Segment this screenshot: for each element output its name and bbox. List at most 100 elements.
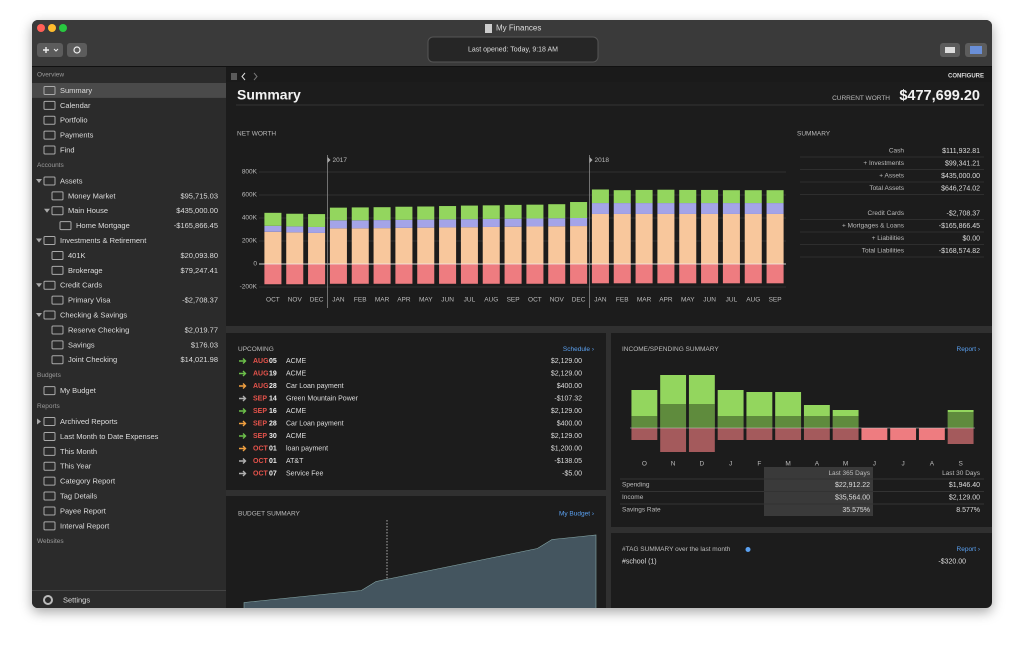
sidebar-item[interactable]: Payments	[60, 131, 94, 140]
back-button[interactable]	[241, 72, 246, 81]
status-text: Last opened: Today, 9:18 AM	[468, 46, 558, 53]
bar-segment	[657, 189, 675, 204]
sidebar-item[interactable]: Interval Report	[60, 521, 110, 530]
settings-icon[interactable]	[43, 595, 53, 605]
sidebar-item[interactable]: Investments & Retirement	[60, 236, 147, 245]
x-tick-label: F	[757, 461, 761, 468]
import-icon	[945, 47, 955, 53]
sidebar-item[interactable]: Find	[60, 146, 75, 155]
sidebar-item[interactable]: Portfolio	[60, 116, 88, 125]
report-link[interactable]: Report ›	[957, 546, 980, 553]
transaction-icon	[239, 445, 247, 452]
sidebar-item[interactable]: Main House	[68, 206, 108, 215]
sidebar-item[interactable]: Joint Checking	[68, 355, 117, 364]
sidebar-item[interactable]: Savings	[68, 340, 95, 349]
due-month: AUG	[253, 358, 269, 365]
bar-segment	[657, 203, 675, 214]
zoom-button[interactable]	[59, 24, 67, 32]
report-link[interactable]: Report ›	[957, 346, 980, 353]
row-value: $1,946.40	[949, 482, 980, 489]
minimize-button[interactable]	[48, 24, 56, 32]
sidebar-item[interactable]: This Year	[60, 462, 92, 471]
window-title: My Finances	[496, 24, 541, 33]
sidebar-item[interactable]: 401K	[68, 251, 86, 260]
item-icon	[43, 130, 56, 140]
button[interactable]	[67, 43, 87, 57]
sidebar-item[interactable]: Summary	[60, 86, 92, 95]
sidebar-item[interactable]: Reserve Checking	[68, 325, 129, 334]
bar-segment	[613, 203, 631, 214]
sidebar-toggle[interactable]	[231, 73, 237, 80]
payee: Service Fee	[286, 470, 323, 477]
payee: AT&T	[286, 458, 304, 465]
configure-button[interactable]: CONFIGURE	[948, 74, 984, 80]
sidebar-item[interactable]: Last Month to Date Expenses	[60, 432, 159, 441]
sidebar-item[interactable]: Money Market	[68, 191, 116, 200]
expand-triangle[interactable]	[44, 208, 50, 213]
sidebar-item[interactable]: Credit Cards	[60, 281, 102, 290]
item-icon	[51, 191, 64, 201]
sidebar-item[interactable]: Category Report	[60, 477, 116, 486]
summary-value: $0.00	[962, 235, 980, 242]
x-tick-label: FEB	[616, 297, 629, 304]
column-header: Last 30 Days	[942, 470, 981, 477]
sidebar-item[interactable]: Payee Report	[60, 506, 107, 515]
sidebar-item[interactable]: Calendar	[60, 101, 91, 110]
x-tick-label: AUG	[746, 297, 760, 304]
sidebar-item[interactable]: Home Mortgage	[76, 221, 130, 230]
summary-label: Cash	[889, 148, 905, 155]
gear-icon[interactable]	[745, 547, 751, 552]
expand-triangle[interactable]	[36, 238, 42, 243]
budget-link[interactable]: My Budget ›	[559, 511, 594, 518]
section-header: Budgets	[37, 372, 62, 379]
sidebar-item[interactable]: Primary Visa	[68, 296, 111, 305]
bar-segment	[351, 220, 369, 229]
bar-segment	[460, 219, 478, 228]
bar-segment	[526, 264, 544, 284]
bar-segment	[635, 189, 653, 204]
expand-triangle[interactable]	[36, 178, 42, 183]
x-tick-label: J	[873, 461, 876, 468]
bar-segment	[504, 218, 522, 227]
refresh-button[interactable]	[67, 43, 87, 57]
item-icon	[51, 340, 64, 350]
schedule-link[interactable]: Schedule ›	[563, 346, 594, 353]
bar-segment	[439, 206, 457, 220]
add-button[interactable]	[37, 43, 63, 57]
sidebar-item[interactable]: Brokerage	[68, 266, 103, 275]
x-tick-label: DEC	[310, 297, 324, 304]
section-header: Reports	[37, 403, 61, 410]
column-header: Last 365 Days	[828, 470, 870, 477]
sidebar-item[interactable]: Assets	[60, 176, 83, 185]
bar-segment	[744, 203, 762, 214]
settings-label[interactable]: Settings	[63, 595, 90, 604]
bar-segment	[460, 264, 478, 284]
item-icon	[59, 221, 72, 231]
x-tick-label: NOV	[550, 297, 565, 304]
close-button[interactable]	[37, 24, 45, 32]
bar-segment	[460, 205, 478, 220]
bar-segment	[548, 264, 566, 284]
bar-segment	[744, 264, 762, 284]
sidebar-item[interactable]: This Month	[60, 447, 97, 456]
sidebar-item[interactable]: Archived Reports	[60, 417, 118, 426]
amount: $1,200.00	[551, 445, 582, 452]
sidebar-item[interactable]: Checking & Savings	[60, 311, 127, 320]
collapse-triangle[interactable]	[37, 418, 41, 425]
panel-title: #TAG SUMMARY over the last month	[622, 546, 731, 553]
button[interactable]	[37, 43, 63, 57]
sidebar-item[interactable]: Tag Details	[60, 492, 97, 501]
income-bar	[803, 405, 830, 428]
expand-triangle[interactable]	[36, 313, 42, 318]
sidebar-item[interactable]: My Budget	[60, 386, 97, 395]
bar-segment	[373, 220, 391, 229]
expand-triangle[interactable]	[36, 283, 42, 288]
due-month: OCT	[253, 445, 269, 452]
item-icon	[51, 295, 64, 305]
amount: $2,129.00	[551, 408, 582, 415]
bar-segment	[701, 213, 719, 264]
income-bar	[660, 375, 687, 428]
forward-button[interactable]	[253, 72, 258, 81]
current-worth: $477,699.20	[899, 88, 980, 104]
